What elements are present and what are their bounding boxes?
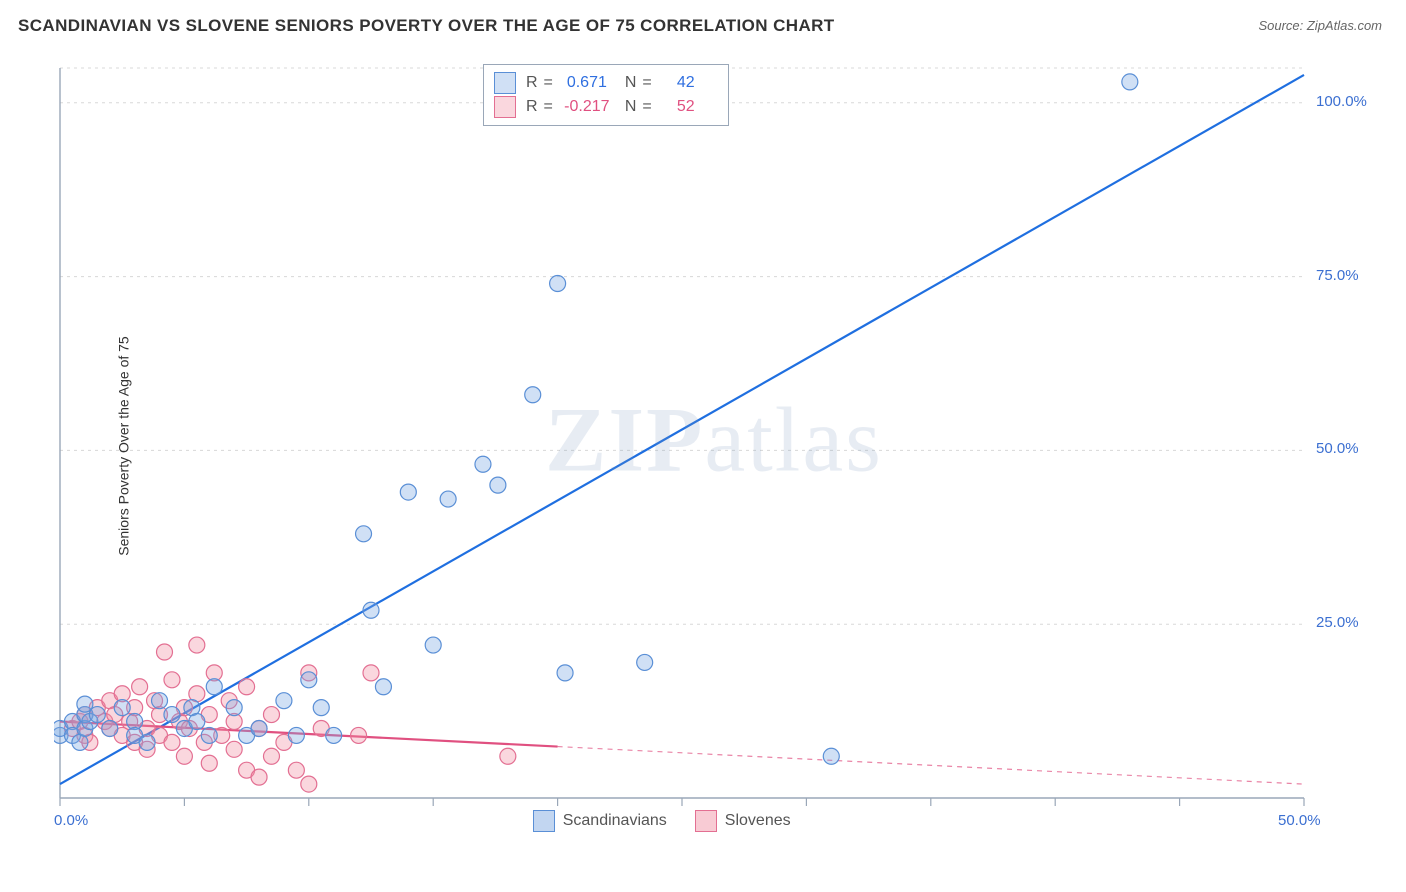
chart-container: SCANDINAVIAN VS SLOVENE SENIORS POVERTY … (0, 0, 1406, 892)
y-tick-label: 50.0% (1316, 440, 1359, 457)
x-axis-max-label: 50.0% (1278, 812, 1321, 829)
series-legend: Scandinavians Slovenes (533, 810, 791, 832)
source-attribution: Source: ZipAtlas.com (1258, 18, 1382, 33)
chart-title: SCANDINAVIAN VS SLOVENE SENIORS POVERTY … (18, 16, 835, 36)
stats-row: R=0.671N=42 (494, 71, 714, 95)
legend-label: Scandinavians (563, 812, 667, 830)
legend-item: Slovenes (695, 810, 791, 832)
scatter-plot-svg (54, 58, 1374, 838)
series-swatch (494, 72, 516, 94)
y-tick-label: 75.0% (1316, 267, 1359, 284)
y-tick-label: 100.0% (1316, 93, 1367, 110)
legend-swatch (695, 810, 717, 832)
legend-swatch (533, 810, 555, 832)
series-swatch (494, 96, 516, 118)
plot-area: ZIPatlas R=0.671N=42R=-0.217N=52 Scandin… (54, 58, 1374, 838)
x-axis-min-label: 0.0% (54, 812, 88, 829)
stats-row: R=-0.217N=52 (494, 95, 714, 119)
y-tick-label: 25.0% (1316, 614, 1359, 631)
correlation-stats-box: R=0.671N=42R=-0.217N=52 (483, 64, 729, 126)
legend-label: Slovenes (725, 812, 791, 830)
legend-item: Scandinavians (533, 810, 667, 832)
